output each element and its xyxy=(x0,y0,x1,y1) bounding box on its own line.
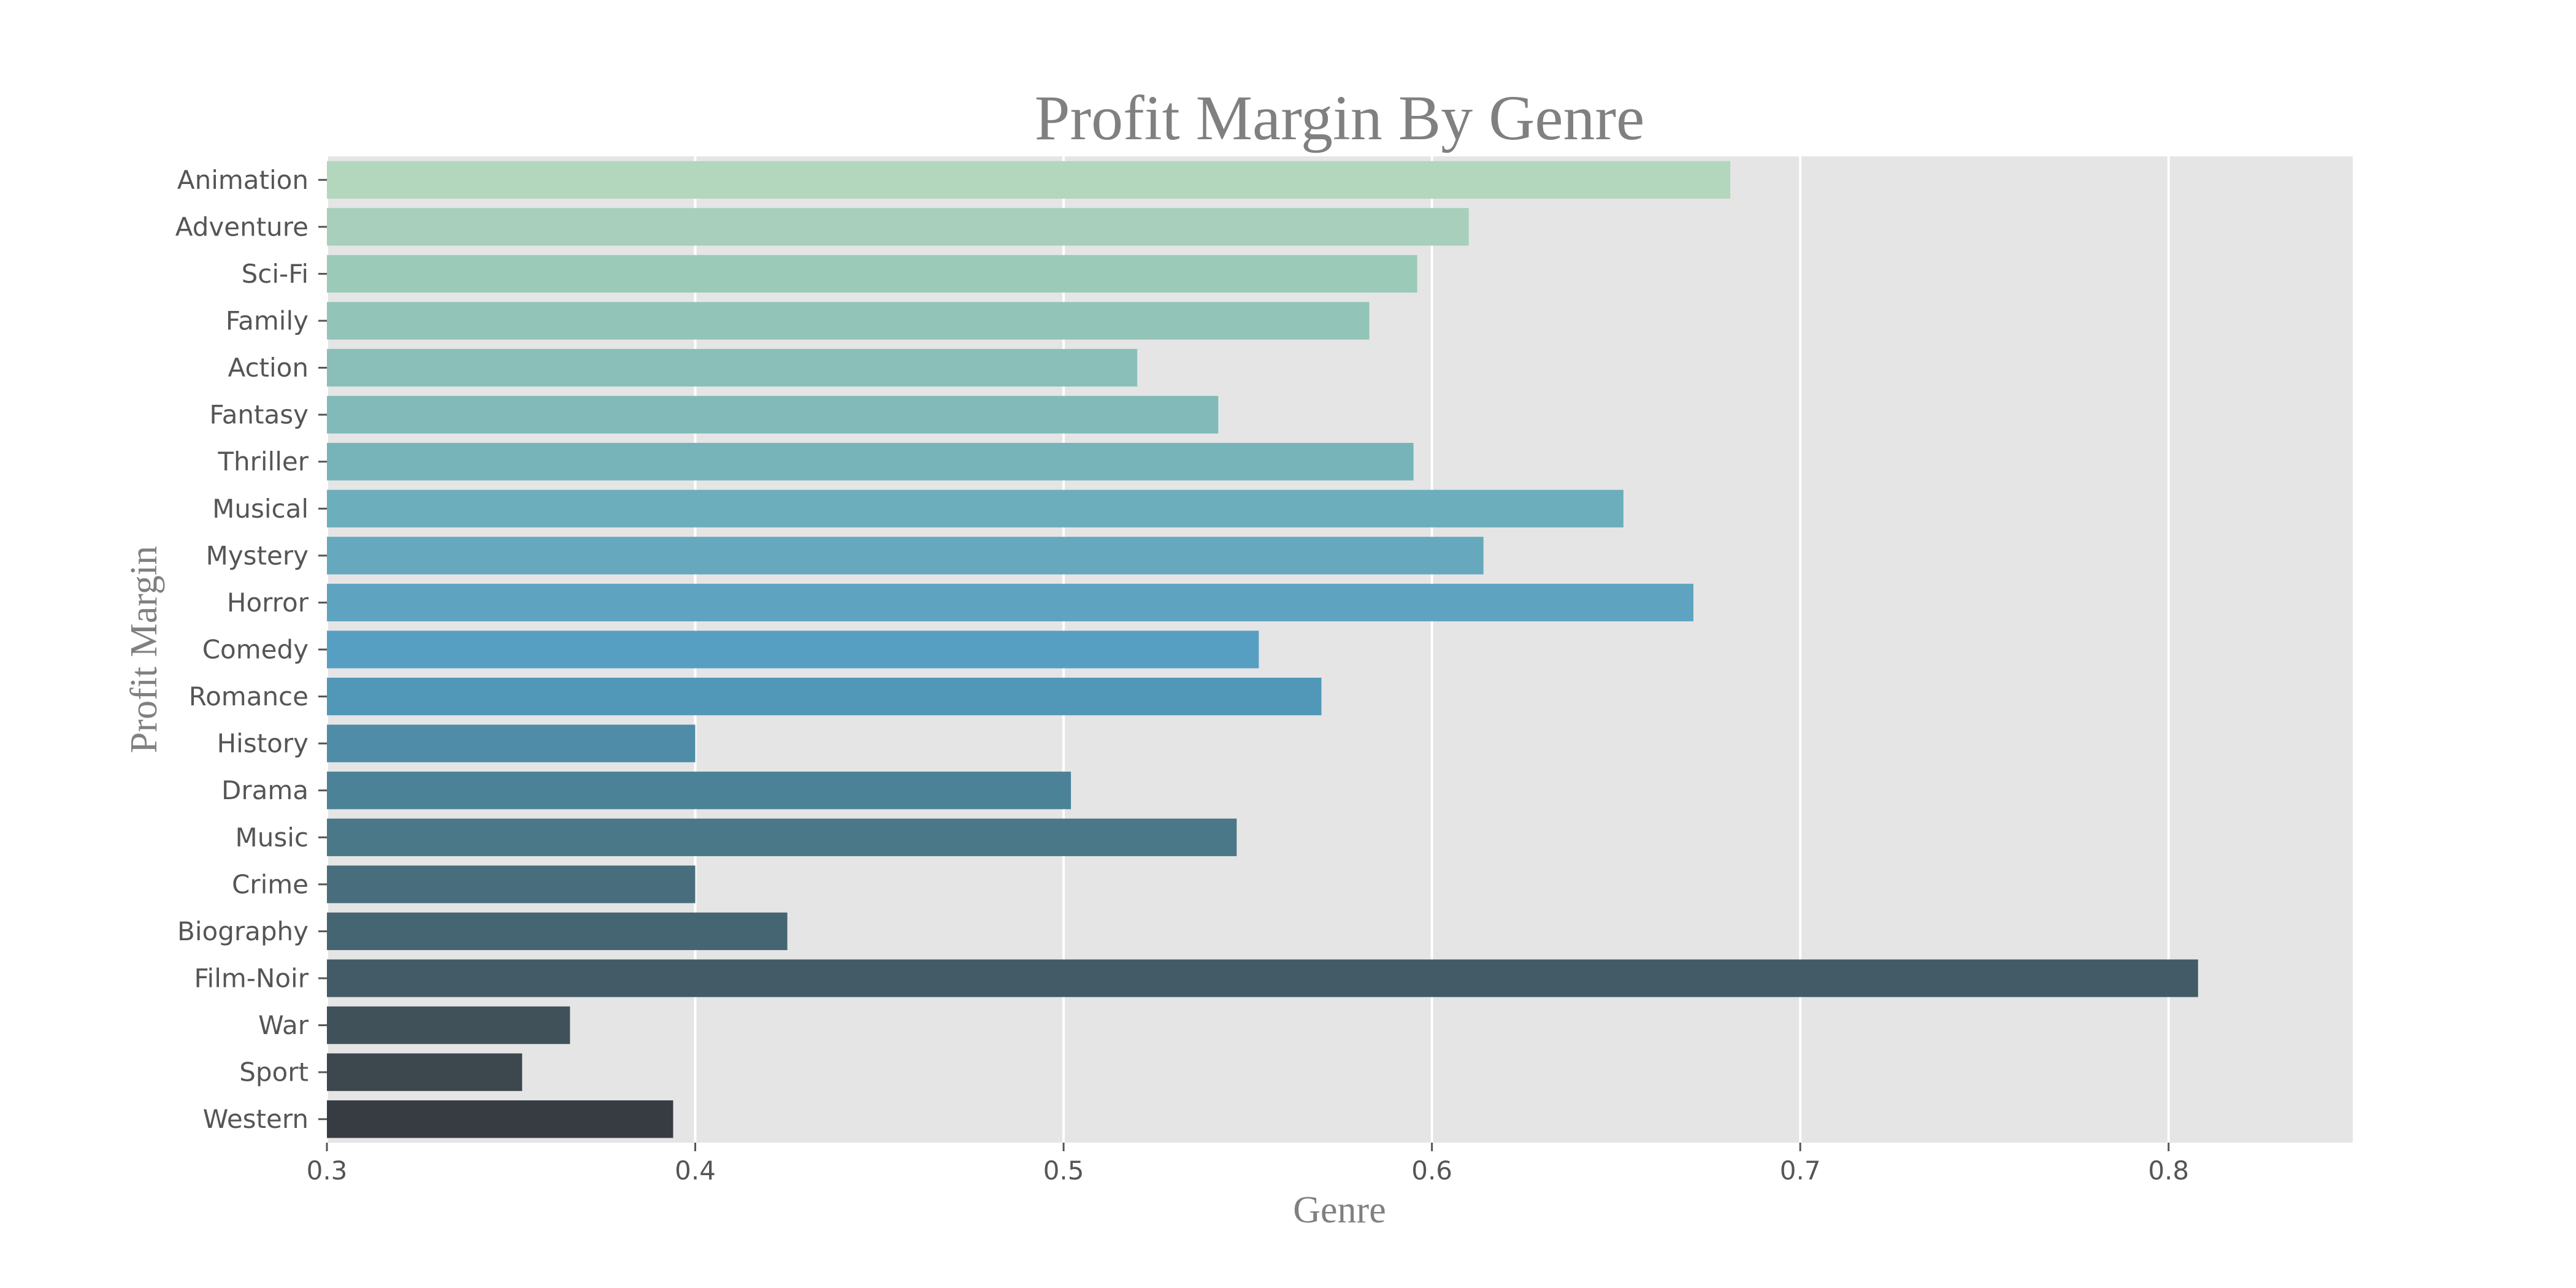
bar-sport xyxy=(327,1053,523,1091)
y-axis-label: Profit Margin xyxy=(123,546,165,753)
x-tick-label: 0.3 xyxy=(307,1156,348,1186)
bar-history xyxy=(327,724,696,762)
y-tick-label: Drama xyxy=(221,775,309,805)
y-tick-label: War xyxy=(258,1010,309,1040)
y-tick-label: Fantasy xyxy=(209,400,309,430)
bar-family xyxy=(327,302,1370,340)
bar-sci-fi xyxy=(327,255,1417,293)
bar-western xyxy=(327,1100,673,1138)
bar-crime xyxy=(327,865,696,903)
x-axis-ticks: 0.3 0.4 0.5 0.6 0.7 0.8 xyxy=(307,1143,2189,1186)
x-tick-label: 0.6 xyxy=(1411,1156,1452,1186)
x-tick-label: 0.7 xyxy=(1780,1156,1821,1186)
y-tick-label: Comedy xyxy=(202,635,309,665)
y-tick-label: Thriller xyxy=(217,447,309,477)
y-tick-label: Romance xyxy=(189,681,309,711)
y-tick-label: Horror xyxy=(227,588,309,618)
bar-adventure xyxy=(327,208,1469,246)
bars xyxy=(327,161,2198,1138)
y-tick-label: Family xyxy=(226,306,309,336)
y-tick-label: Sport xyxy=(239,1057,309,1087)
bar-action xyxy=(327,348,1138,387)
bar-animation xyxy=(327,161,1731,199)
y-tick-label: Western xyxy=(203,1104,309,1134)
y-tick-label: Music xyxy=(236,822,309,853)
y-tick-label: Crime xyxy=(232,869,309,899)
bar-biography xyxy=(327,912,788,951)
chart-title: Profit Margin By Genre xyxy=(1035,83,1645,153)
bar-comedy xyxy=(327,631,1259,669)
x-tick-label: 0.5 xyxy=(1043,1156,1084,1186)
x-tick-label: 0.4 xyxy=(675,1156,716,1186)
bar-music xyxy=(327,818,1237,856)
y-tick-label: Biography xyxy=(177,916,309,946)
bar-mystery xyxy=(327,537,1484,575)
bar-drama xyxy=(327,772,1071,810)
bar-fantasy xyxy=(327,396,1219,434)
y-axis-ticks: Animation Adventure Sci-Fi Family Action Fant… xyxy=(175,165,327,1134)
y-tick-label: Animation xyxy=(177,165,309,195)
bar-romance xyxy=(327,677,1322,716)
y-tick-label: Action xyxy=(228,353,309,383)
bar-horror xyxy=(327,583,1694,622)
x-axis-label: Genre xyxy=(1293,1189,1386,1231)
y-tick-label: Film-Noir xyxy=(194,964,309,994)
y-tick-label: Sci-Fi xyxy=(242,259,309,289)
y-tick-label: Mystery xyxy=(206,540,309,570)
bar-film-noir xyxy=(327,959,2198,997)
bar-thriller xyxy=(327,443,1414,481)
bar-musical xyxy=(327,489,1623,527)
y-tick-label: Musical xyxy=(212,494,309,524)
x-tick-label: 0.8 xyxy=(2148,1156,2189,1186)
y-tick-label: Adventure xyxy=(175,212,309,242)
bar-war xyxy=(327,1006,570,1045)
y-tick-label: History xyxy=(217,729,309,759)
